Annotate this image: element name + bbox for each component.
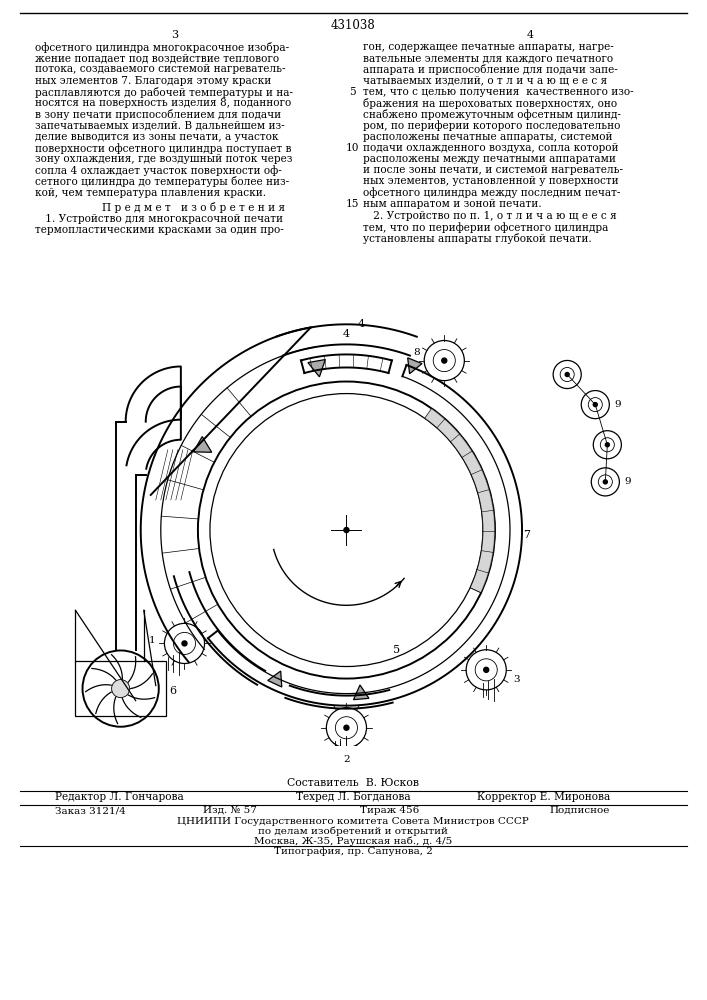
Text: Москва, Ж-35, Раушская наб., д. 4/5: Москва, Ж-35, Раушская наб., д. 4/5: [254, 837, 452, 846]
Circle shape: [442, 358, 447, 363]
Text: расположены печатные аппараты, системой: расположены печатные аппараты, системой: [363, 132, 612, 142]
Text: подачи охлажденного воздуха, сопла которой: подачи охлажденного воздуха, сопла котор…: [363, 143, 619, 153]
Text: Типография, пр. Сапунова, 2: Типография, пр. Сапунова, 2: [274, 847, 433, 856]
Text: жение попадает под воздействие теплового: жение попадает под воздействие теплового: [35, 53, 279, 63]
Text: гон, содержащее печатные аппараты, нагре-: гон, содержащее печатные аппараты, нагре…: [363, 42, 614, 52]
Text: зону охлаждения, где воздушный поток через: зону охлаждения, где воздушный поток чер…: [35, 154, 293, 164]
Text: в зону печати приспособлением для подачи: в зону печати приспособлением для подачи: [35, 109, 281, 120]
Text: 4: 4: [527, 30, 534, 40]
Text: сопла 4 охлаждает участок поверхности оф-: сопла 4 охлаждает участок поверхности оф…: [35, 165, 282, 176]
Text: поверхности офсетного цилиндра поступает в: поверхности офсетного цилиндра поступает…: [35, 143, 291, 154]
Text: сетного цилиндра до температуры более низ-: сетного цилиндра до температуры более ни…: [35, 176, 289, 187]
Text: 3: 3: [513, 675, 520, 684]
Circle shape: [553, 360, 581, 389]
Circle shape: [165, 623, 204, 664]
Circle shape: [484, 667, 489, 672]
Text: 431038: 431038: [331, 19, 375, 32]
Text: расплавляются до рабочей температуры и на-: расплавляются до рабочей температуры и н…: [35, 87, 293, 98]
Text: 6: 6: [169, 686, 176, 696]
Circle shape: [593, 431, 621, 459]
Bar: [76, 661, 166, 716]
Text: 3: 3: [171, 30, 179, 40]
Text: и после зоны печати, и системой нагреватель-: и после зоны печати, и системой нагреват…: [363, 165, 623, 175]
Text: 1: 1: [149, 636, 156, 645]
Circle shape: [591, 468, 619, 496]
Circle shape: [593, 403, 597, 407]
Circle shape: [603, 480, 607, 484]
Text: Тираж 456: Тираж 456: [361, 806, 420, 815]
Text: вательные элементы для каждого печатного: вательные элементы для каждого печатного: [363, 53, 613, 63]
Polygon shape: [268, 671, 282, 687]
Polygon shape: [354, 685, 369, 700]
Text: Изд. № 57: Изд. № 57: [203, 806, 257, 815]
Text: 2: 2: [343, 755, 350, 764]
Circle shape: [605, 443, 609, 447]
Text: 1. Устройство для многокрасочной печати: 1. Устройство для многокрасочной печати: [35, 214, 283, 224]
Text: 15: 15: [345, 199, 358, 209]
Text: 2. Устройство по п. 1, о т л и ч а ю щ е е с я: 2. Устройство по п. 1, о т л и ч а ю щ е…: [363, 211, 617, 221]
Circle shape: [565, 372, 569, 377]
Text: установлены аппараты глубокой печати.: установлены аппараты глубокой печати.: [363, 233, 592, 244]
Text: запечатываемых изделий. В дальнейшем из-: запечатываемых изделий. В дальнейшем из-: [35, 120, 285, 130]
Circle shape: [182, 641, 187, 646]
Text: Подписное: Подписное: [549, 806, 610, 815]
Text: чатываемых изделий, о т л и ч а ю щ е е с я: чатываемых изделий, о т л и ч а ю щ е е …: [363, 76, 607, 86]
Text: Корректор Е. Миронова: Корректор Е. Миронова: [477, 792, 610, 802]
Circle shape: [344, 528, 349, 533]
Circle shape: [424, 341, 464, 381]
Text: аппарата и приспособление для подачи запе-: аппарата и приспособление для подачи зап…: [363, 64, 618, 75]
Text: ЦНИИПИ Государственного комитета Совета Министров СССР: ЦНИИПИ Государственного комитета Совета …: [177, 817, 529, 826]
Text: ных элементов 7. Благодаря этому краски: ных элементов 7. Благодаря этому краски: [35, 76, 271, 86]
Text: снабжено промежуточным офсетным цилинд-: снабжено промежуточным офсетным цилинд-: [363, 109, 621, 120]
Text: бражения на шероховатых поверхностях, оно: бражения на шероховатых поверхностях, он…: [363, 98, 617, 109]
Text: офсетного цилиндра многокрасочное изобра-: офсетного цилиндра многокрасочное изобра…: [35, 42, 289, 53]
Text: ных элементов, установленной у поверхности: ных элементов, установленной у поверхнос…: [363, 176, 619, 186]
Text: Заказ 3121/4: Заказ 3121/4: [55, 806, 126, 815]
Circle shape: [83, 650, 159, 727]
Text: 8: 8: [413, 348, 419, 357]
Text: Техред Л. Богданова: Техред Л. Богданова: [296, 792, 410, 802]
Circle shape: [466, 650, 506, 690]
Text: Составитель  В. Юсков: Составитель В. Юсков: [287, 778, 419, 788]
Polygon shape: [408, 358, 422, 374]
Text: по делам изобретений и открытий: по делам изобретений и открытий: [258, 827, 448, 836]
Text: 10: 10: [345, 143, 358, 153]
Text: 9: 9: [624, 477, 631, 486]
Text: ром, по периферии которого последовательно: ром, по периферии которого последователь…: [363, 120, 620, 131]
Text: 9: 9: [614, 400, 621, 409]
Text: тем, что по периферии офсетного цилиндра: тем, что по периферии офсетного цилиндра: [363, 222, 609, 233]
Text: потока, создаваемого системой нагреватель-: потока, создаваемого системой нагревател…: [35, 64, 286, 74]
Circle shape: [344, 725, 349, 730]
Text: офсетного цилиндра между последним печат-: офсетного цилиндра между последним печат…: [363, 188, 620, 198]
Text: 7: 7: [524, 530, 530, 540]
Circle shape: [581, 391, 609, 419]
Text: 5: 5: [349, 87, 356, 97]
Text: П р е д м е т   и з о б р е т е н и я: П р е д м е т и з о б р е т е н и я: [103, 202, 286, 213]
Circle shape: [327, 708, 366, 748]
Text: расположены между печатными аппаратами: расположены между печатными аппаратами: [363, 154, 616, 164]
Text: 4: 4: [343, 329, 350, 339]
Polygon shape: [425, 408, 495, 593]
Polygon shape: [194, 437, 211, 452]
Text: ным аппаратом и зоной печати.: ным аппаратом и зоной печати.: [363, 199, 542, 209]
Text: 5: 5: [393, 645, 400, 655]
Text: Редактор Л. Гончарова: Редактор Л. Гончарова: [55, 792, 184, 802]
Circle shape: [112, 680, 129, 698]
Text: делие выводится из зоны печати, а участок: делие выводится из зоны печати, а участо…: [35, 132, 279, 142]
Text: термопластическими красками за один про-: термопластическими красками за один про-: [35, 225, 284, 235]
Text: кой, чем температура плавления краски.: кой, чем температура плавления краски.: [35, 188, 266, 198]
Text: тем, что с целью получения  качественного изо-: тем, что с целью получения качественного…: [363, 87, 633, 97]
Text: носятся на поверхность изделия 8, поданного: носятся на поверхность изделия 8, поданн…: [35, 98, 291, 108]
Text: 4: 4: [358, 319, 365, 329]
Polygon shape: [308, 360, 325, 377]
